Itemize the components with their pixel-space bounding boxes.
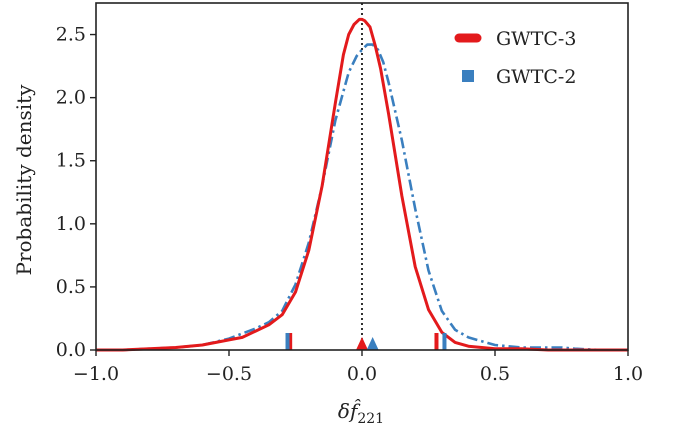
x-tick-label: 0.5: [480, 363, 510, 385]
quantile-marker-gwtc-3: [288, 333, 293, 350]
y-tick-label: 0.5: [56, 276, 86, 298]
legend-label-gwtc-3: GWTC-3: [496, 28, 576, 50]
quantile-marker-gwtc-2: [285, 333, 290, 350]
series-line-gwtc-3: [96, 17, 628, 352]
median-marker-gwtc-3: [356, 337, 368, 350]
x-tick-label: −0.5: [206, 363, 252, 385]
x-axis-label: δf̂221: [338, 399, 384, 427]
series-line-gwtc-2: [96, 43, 628, 352]
plot-frame: [95, 2, 629, 351]
legend-label-gwtc-2: GWTC-2: [496, 66, 576, 88]
legend-swatch-gwtc-2: [462, 70, 474, 82]
y-tick-label: 2.0: [56, 87, 86, 109]
quantile-marker-gwtc-2: [442, 333, 447, 350]
y-tick-label: 1.5: [56, 150, 86, 172]
median-marker-gwtc-2: [366, 337, 379, 350]
legend: GWTC-3 GWTC-2: [454, 28, 576, 88]
y-axis-label: Probability density: [12, 84, 36, 276]
y-tick-label: 1.0: [56, 213, 86, 235]
y-tick-label: 0.0: [56, 339, 86, 361]
x-tick-label: 0.0: [347, 363, 377, 385]
x-tick-label: −1.0: [73, 363, 119, 385]
x-tick-label: 1.0: [613, 363, 643, 385]
y-tick-label: 2.5: [56, 24, 86, 46]
quantile-marker-gwtc-3: [434, 333, 439, 350]
